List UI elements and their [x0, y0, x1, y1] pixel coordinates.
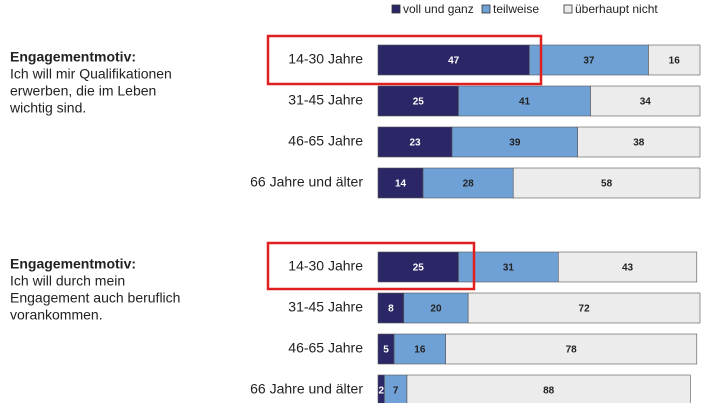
bar-segment — [445, 333, 698, 365]
value-label: 43 — [622, 263, 634, 274]
category-label: 66 Jahre und älter — [250, 381, 363, 397]
legend-swatch — [391, 4, 401, 14]
bar-segment — [590, 85, 701, 117]
value-label: 31 — [503, 263, 515, 274]
legend-swatch — [563, 4, 573, 14]
value-label: 25 — [413, 97, 425, 108]
bar-segment — [451, 126, 578, 158]
bar-segment — [377, 44, 530, 76]
bar-segment — [377, 167, 424, 199]
highlight-box — [266, 34, 543, 86]
value-label: 78 — [566, 345, 578, 356]
group-text: erwerben, die im Leben — [10, 83, 156, 99]
value-label: 88 — [543, 386, 555, 397]
legend-label: voll und ganz — [403, 2, 474, 16]
value-label: 7 — [393, 386, 399, 397]
value-label: 16 — [669, 56, 681, 67]
value-label: 5 — [383, 345, 389, 356]
category-label: 31-45 Jahre — [288, 299, 363, 315]
value-label: 72 — [579, 304, 591, 315]
legend-swatch — [481, 4, 491, 14]
value-label: 41 — [519, 97, 531, 108]
value-label: 34 — [640, 97, 652, 108]
bar-segment — [393, 333, 446, 365]
value-label: 16 — [414, 345, 426, 356]
category-label: 66 Jahre und älter — [250, 174, 363, 190]
bar-segment — [458, 85, 591, 117]
group-text: Ich will durch mein — [10, 273, 125, 289]
legend-label: teilweise — [493, 2, 539, 16]
value-label: 25 — [413, 263, 425, 274]
value-label: 14 — [395, 179, 407, 190]
value-label: 23 — [409, 138, 421, 149]
bar-segment — [377, 85, 459, 117]
group-text: wichtig sind. — [9, 100, 86, 116]
bar-segment — [529, 44, 649, 76]
bar-segment — [648, 44, 701, 76]
bar-segment — [406, 374, 691, 403]
category-label: 14-30 Jahre — [288, 51, 363, 67]
value-label: 47 — [448, 56, 460, 67]
bar-segment — [467, 292, 701, 324]
value-label: 38 — [633, 138, 645, 149]
value-label: 28 — [463, 179, 475, 190]
group-text: Ich will mir Qualifikationen — [10, 66, 172, 82]
value-label: 37 — [583, 56, 595, 67]
bar-segment — [377, 292, 405, 324]
plot: voll und ganz teilweise überhaupt nicht Eng… — [9, 2, 701, 403]
category-label: 46-65 Jahre — [288, 340, 363, 356]
value-label: 8 — [388, 304, 394, 315]
category-label: 14-30 Jahre — [288, 258, 363, 274]
bar-segment — [577, 126, 701, 158]
group-title: Engagementmotiv: — [10, 49, 136, 65]
category-label: 46-65 Jahre — [288, 133, 363, 149]
group-text: Engagement auch beruflich — [10, 290, 180, 306]
value-label: 20 — [430, 304, 442, 315]
value-label: 2 — [378, 386, 384, 397]
bar-segment — [377, 251, 459, 283]
value-label: 39 — [509, 138, 521, 149]
highlight-box — [266, 241, 476, 291]
category-label: 31-45 Jahre — [288, 92, 363, 108]
legend-label: überhaupt nicht — [575, 2, 658, 16]
value-label: 58 — [601, 179, 613, 190]
bar-segment — [377, 126, 453, 158]
bar-segment — [558, 251, 698, 283]
bar-segment — [512, 167, 701, 199]
bar-segment — [403, 292, 469, 324]
group-title: Engagementmotiv: — [10, 256, 136, 272]
group-text: vorankommen. — [10, 307, 103, 323]
